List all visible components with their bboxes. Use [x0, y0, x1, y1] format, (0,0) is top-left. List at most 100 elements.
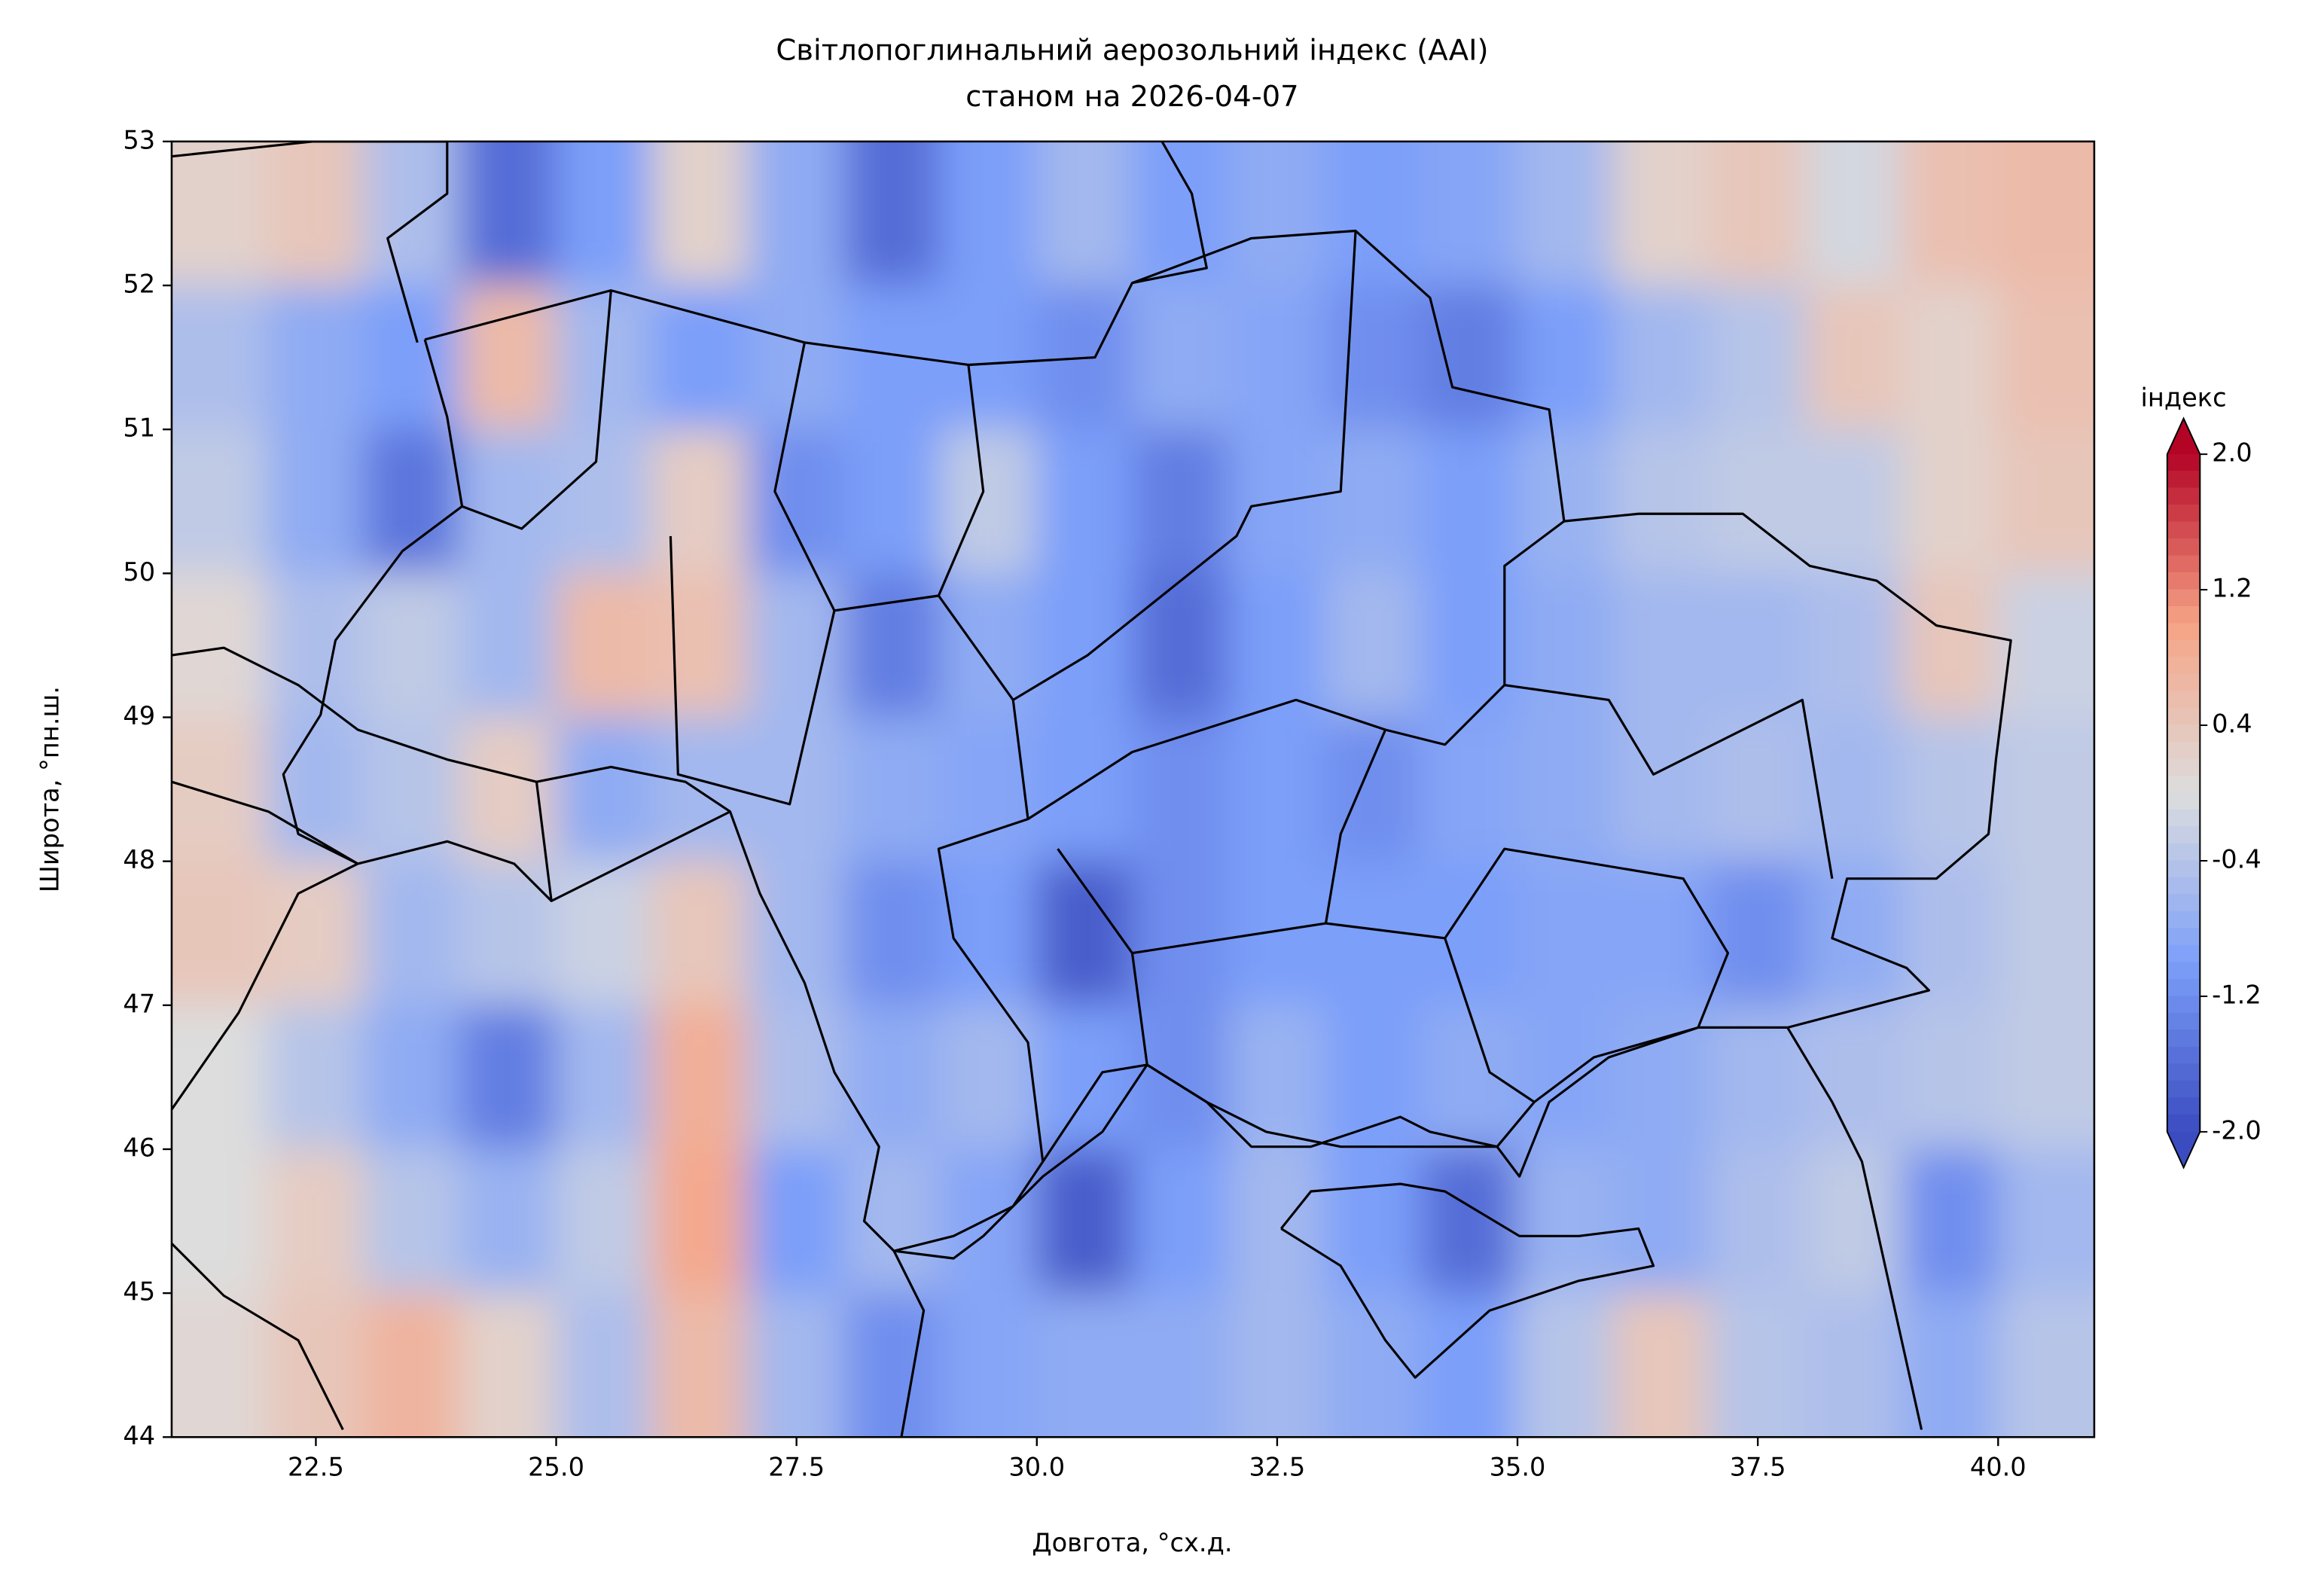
heat-cell: [1324, 141, 1423, 287]
colorbar-segment: [2167, 589, 2200, 608]
x-tick-label: 25.0: [528, 1452, 584, 1481]
heat-cell: [651, 429, 749, 575]
y-tick-label: 53: [123, 125, 155, 154]
heat-cell: [651, 572, 749, 718]
heat-cell: [555, 716, 654, 862]
heat-cell: [747, 141, 846, 287]
heat-cell: [1709, 141, 1807, 287]
heat-cell: [171, 1148, 269, 1295]
colorbar-segment: [2167, 505, 2200, 523]
heat-cell: [267, 141, 365, 287]
colorbar-extend-bottom: [2167, 1131, 2200, 1168]
colorbar-segment: [2167, 487, 2200, 506]
region-border: [535, 781, 553, 901]
colorbar-segment: [2167, 724, 2200, 743]
heat-cell: [1132, 572, 1231, 718]
heat-cell: [651, 1292, 749, 1438]
heat-cell: [171, 285, 269, 431]
sea-coast: [893, 1026, 1923, 1430]
heat-cell: [940, 1004, 1038, 1150]
heat-cell: [1901, 716, 1999, 862]
heat-cell: [1324, 1292, 1423, 1438]
heat-cell: [1997, 716, 2094, 862]
colorbar-label: індекс: [2141, 383, 2227, 412]
colorbar-segment: [2167, 894, 2200, 913]
heat-cell: [555, 141, 654, 287]
heat-cell: [1612, 429, 1711, 575]
heat-cell: [651, 1004, 749, 1150]
y-axis-label: Широта, °пн.ш.: [35, 686, 64, 892]
x-tick-label: 37.5: [1730, 1452, 1786, 1481]
colorbar-segment: [2167, 453, 2200, 472]
heat-cell: [171, 429, 269, 575]
heat-cell: [1228, 1004, 1326, 1150]
heat-cell: [1997, 860, 2094, 1006]
heat-cell: [1517, 429, 1615, 575]
y-tick-label: 49: [123, 701, 155, 730]
heat-cell: [555, 1148, 654, 1295]
heat-cell: [1804, 716, 1903, 862]
chart-subtitle: станом на 2026-04-07: [965, 80, 1298, 114]
region-border: [1504, 684, 1834, 879]
heat-cell: [1132, 429, 1231, 575]
heat-cell: [459, 860, 557, 1006]
heat-cell: [940, 572, 1038, 718]
heat-cell: [1035, 1148, 1134, 1295]
heat-cell: [1517, 860, 1615, 1006]
region-border: [937, 700, 1045, 1162]
region-border: [669, 535, 836, 806]
heat-cell: [1997, 1148, 2094, 1295]
heat-cell: [1228, 1148, 1326, 1295]
colorbar-segment: [2167, 962, 2200, 981]
heat-cell: [940, 285, 1038, 431]
heat-cell: [651, 1148, 749, 1295]
heat-cell: [1612, 1292, 1711, 1438]
region-border: [773, 342, 985, 612]
heat-cell: [1612, 1004, 1711, 1150]
heat-cell: [747, 572, 846, 718]
y-tick-label: 52: [123, 270, 155, 299]
y-tick-label: 51: [123, 413, 155, 443]
heat-cell: [1901, 1148, 1999, 1295]
heat-cell: [1517, 141, 1615, 287]
heat-cell: [555, 1004, 654, 1150]
heat-cell: [1228, 1292, 1326, 1438]
heat-cell: [747, 1004, 846, 1150]
heat-cell: [1035, 716, 1134, 862]
x-tick-label: 35.0: [1490, 1452, 1546, 1481]
region-border: [462, 290, 612, 530]
heat-cell: [1228, 285, 1326, 431]
heat-cell: [747, 716, 846, 862]
heat-cell: [940, 141, 1038, 287]
heat-cell: [363, 1004, 461, 1150]
heat-cell: [1035, 572, 1134, 718]
heat-cell: [1324, 572, 1423, 718]
heat-cell: [747, 285, 846, 431]
heat-cell: [1420, 429, 1519, 575]
colorbar-segment: [2167, 843, 2200, 862]
heat-cell: [1517, 716, 1615, 862]
heat-cell: [267, 429, 365, 575]
colorbar-segment: [2167, 1097, 2200, 1116]
colorbar-segment: [2167, 792, 2200, 811]
y-tick-label: 46: [123, 1133, 155, 1162]
heat-cell: [267, 860, 365, 1006]
x-tick-label: 27.5: [768, 1452, 825, 1481]
heat-cell: [171, 860, 269, 1006]
north-border: [171, 141, 449, 343]
heat-cell: [1517, 572, 1615, 718]
heat-cell: [459, 285, 557, 431]
colorbar-extend-top: [2167, 418, 2200, 455]
heat-cell: [1228, 572, 1326, 718]
heat-cell: [459, 141, 557, 287]
west-border: [171, 780, 359, 1111]
heat-cell: [171, 1004, 269, 1150]
heat-cell: [1901, 429, 1999, 575]
heat-cell: [363, 572, 461, 718]
heatmap: [171, 141, 2094, 1438]
heat-cell: [267, 572, 365, 718]
heat-cell: [843, 716, 942, 862]
region-border: [1132, 729, 1387, 955]
colorbar-tick-label: -0.4: [2212, 844, 2261, 874]
